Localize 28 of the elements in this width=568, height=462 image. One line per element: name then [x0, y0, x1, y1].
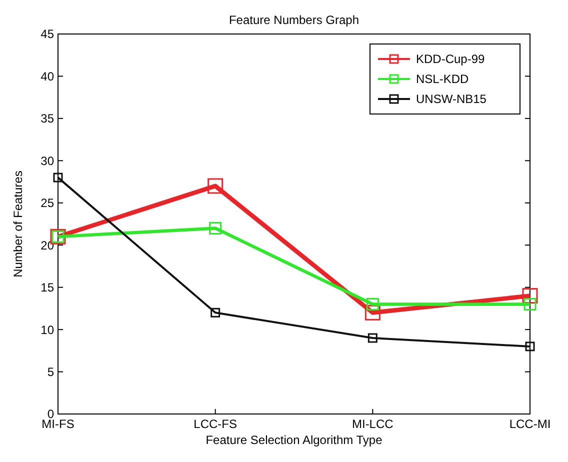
- x-tick-label: MI-LCC: [352, 417, 394, 431]
- point: [522, 288, 538, 304]
- y-tick-label: 10: [40, 322, 54, 337]
- x-tick-label: LCC-MI: [509, 417, 551, 431]
- x-tick-label: MI-FS: [42, 417, 74, 431]
- point: [525, 342, 535, 352]
- legend-label: KDD-Cup-99: [416, 52, 486, 66]
- chart-title: Feature Numbers Graph: [228, 13, 360, 27]
- x-axis-title: Feature Selection Algorithm Type: [206, 433, 383, 447]
- legend-label: UNSW-NB15: [416, 92, 487, 106]
- point: [210, 308, 220, 318]
- point: [364, 304, 380, 320]
- legend-label: NSL-KDD: [416, 72, 470, 86]
- y-axis-title: Number of Features: [11, 170, 25, 278]
- y-tick-label: 25: [40, 196, 54, 210]
- point: [209, 222, 222, 234]
- y-tick-label: 15: [40, 280, 54, 295]
- point: [524, 298, 536, 310]
- point: [368, 333, 378, 343]
- point: [208, 178, 224, 194]
- y-tick-label: 40: [40, 69, 54, 84]
- point: [53, 172, 63, 182]
- y-tick-label: 35: [40, 112, 54, 126]
- x-tick-label: LCC-FS: [194, 417, 238, 431]
- point: [366, 298, 379, 310]
- y-tick-label: 5: [47, 364, 54, 379]
- y-tick-label: 30: [40, 154, 54, 168]
- y-tick-label: 45: [40, 27, 54, 42]
